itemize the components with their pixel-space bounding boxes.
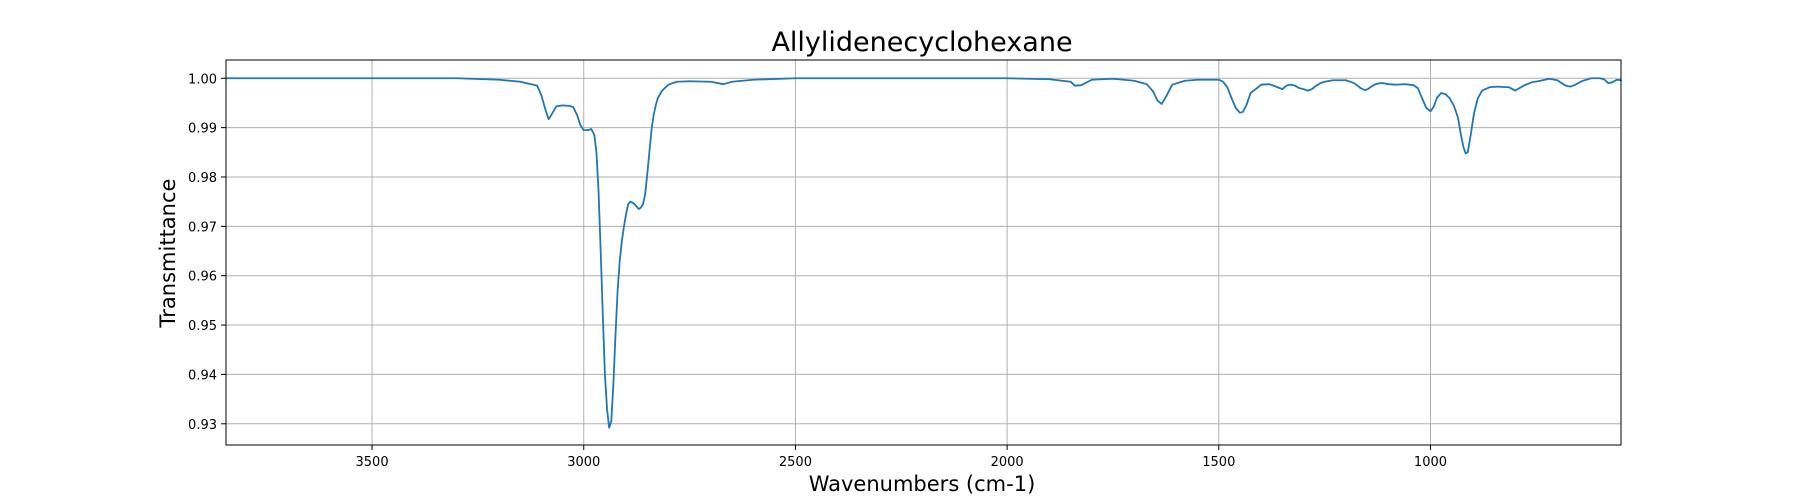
chart-title: Allylidenecyclohexane [771,27,1072,58]
y-tick-label: 1.00 [188,72,217,87]
y-tick-label: 0.94 [188,368,217,383]
y-tick-label: 0.96 [188,270,217,285]
x-tick-label: 3500 [356,455,389,470]
y-tick-label: 0.97 [188,220,217,235]
y-tick-label: 0.93 [188,418,217,433]
x-tick-label: 1000 [1414,455,1447,470]
x-tick-label: 1500 [1202,455,1235,470]
x-tick-label: 2500 [779,455,812,470]
y-tick-label: 0.95 [188,319,217,334]
x-tick-label: 2000 [991,455,1024,470]
x-axis-label: Wavenumbers (cm-1) [809,472,1036,496]
spectrum-line [225,77,1622,429]
x-tick-label: 3000 [567,455,600,470]
grid [226,60,1621,445]
y-tick-label: 0.99 [188,122,217,137]
y-tick-label: 0.98 [188,171,217,186]
axis-ticks: 3500 3000 2500 2000 1500 1000 0.93 0.94 0.95 0.96… [188,72,1447,470]
series-layer [225,77,1622,429]
plot-frame [225,59,1622,446]
y-axis-label: Transmittance [156,179,180,329]
